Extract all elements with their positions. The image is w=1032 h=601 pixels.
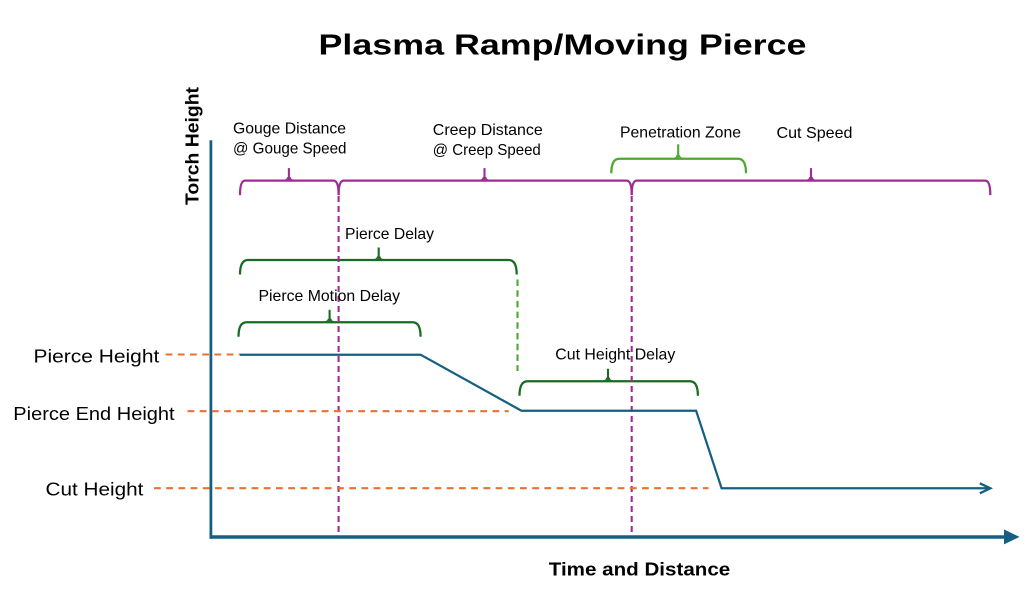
svg-text:Gouge Distance: Gouge Distance (233, 121, 346, 138)
svg-text:Time and Distance: Time and Distance (549, 560, 731, 580)
svg-text:Cut Speed: Cut Speed (777, 125, 853, 142)
svg-text:Plasma Ramp/Moving Pierce: Plasma Ramp/Moving Pierce (319, 30, 807, 62)
svg-text:Cut Height: Cut Height (46, 478, 144, 499)
svg-text:Penetration Zone: Penetration Zone (620, 124, 741, 141)
svg-text:Pierce End Height: Pierce End Height (13, 403, 174, 424)
svg-text:Pierce Height: Pierce Height (34, 345, 160, 366)
svg-text:Torch Height: Torch Height (183, 87, 203, 205)
svg-text:@ Gouge Speed: @ Gouge Speed (233, 141, 347, 158)
svg-text:Creep Distance: Creep Distance (433, 122, 543, 139)
svg-text:Cut Height Delay: Cut Height Delay (555, 347, 675, 364)
svg-text:@ Creep Speed: @ Creep Speed (433, 142, 541, 159)
svg-text:Pierce Motion Delay: Pierce Motion Delay (259, 288, 401, 305)
svg-text:Pierce Delay: Pierce Delay (345, 226, 434, 243)
